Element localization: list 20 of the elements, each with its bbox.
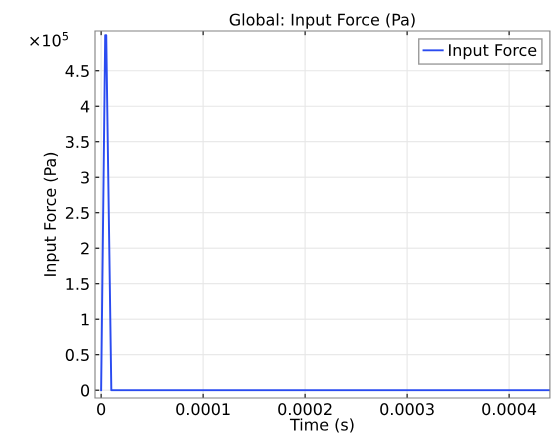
x-tick-label: 0 (97, 403, 106, 416)
legend-label: Input Force (449, 44, 536, 60)
y-tick-label: 4.5 (66, 65, 89, 78)
y-tick-label: 2 (81, 242, 89, 254)
y-tick-label: 4 (80, 100, 90, 112)
x-tick-label: 0.0004 (482, 403, 536, 416)
y-tick-label: 0.5 (66, 348, 89, 361)
chart-title: Global: Input Force (Pa) (230, 13, 415, 29)
x-axis-title: Time (s) (290, 418, 354, 433)
y-axis-title: Input Force (Pa) (44, 152, 60, 276)
y-tick-label: 2.5 (66, 206, 89, 220)
y-tick-label: 1 (82, 314, 89, 326)
x-tick-label: 0.0001 (176, 403, 230, 416)
text: ×10$^{5}$ (30, 32, 68, 47)
y-tick-label: 3 (81, 171, 89, 184)
y-tick-label: 3.5 (66, 136, 89, 148)
y-tick-label: 0 (81, 384, 90, 396)
x-tick-label: 0.0002 (278, 403, 332, 416)
x-tick-label: 0.0003 (380, 403, 434, 416)
y-tick-label: 1.5 (66, 278, 89, 290)
